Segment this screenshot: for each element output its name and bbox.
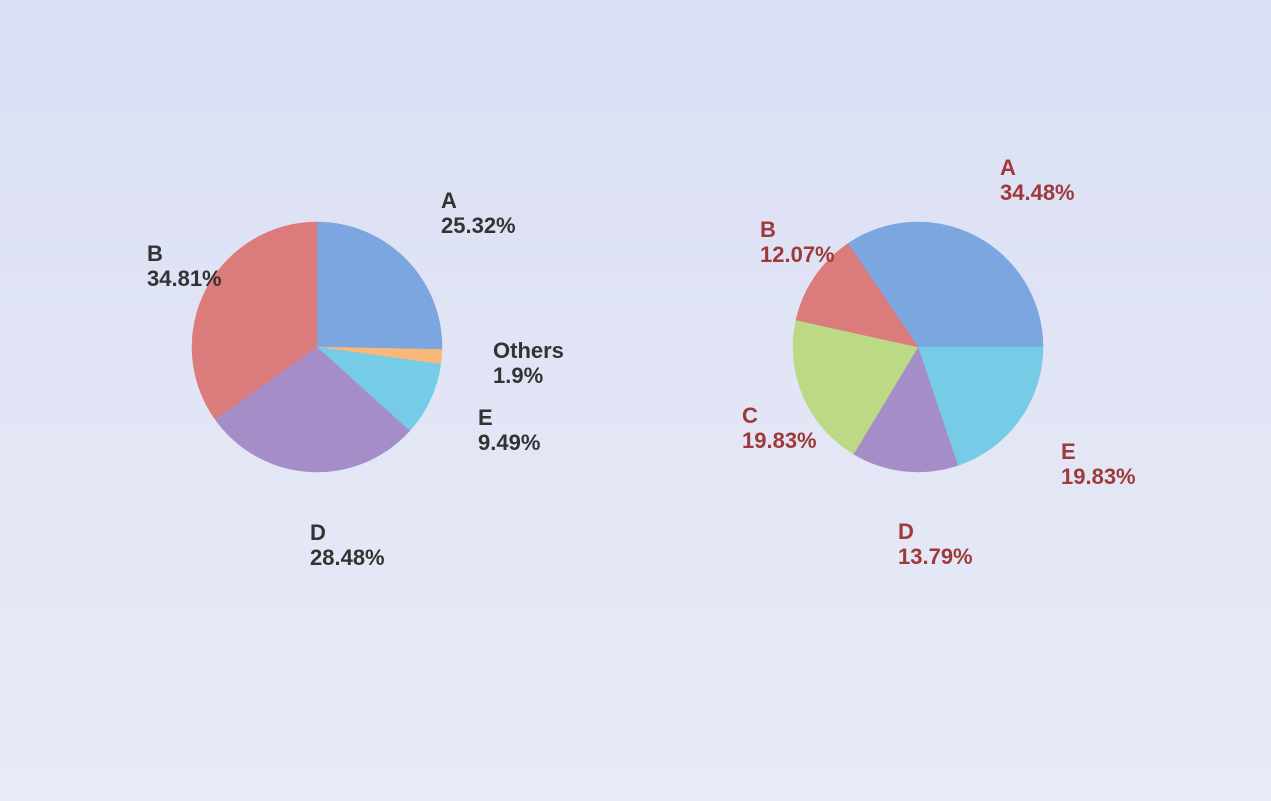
- slice-name: A: [1000, 155, 1016, 180]
- slice-name: B: [760, 217, 776, 242]
- pie-slice: [795, 243, 919, 348]
- slice-percent: 9.49%: [478, 430, 540, 455]
- pie-slice: [847, 221, 1044, 348]
- slice-percent: 1.9%: [493, 363, 543, 388]
- slice-percent: 12.07%: [760, 242, 835, 267]
- slice-name: D: [898, 519, 914, 544]
- slice-percent: 34.48%: [1000, 180, 1075, 205]
- slice-name: Others: [493, 338, 564, 363]
- pie-slice: [917, 346, 1044, 466]
- slice-percent: 28.48%: [310, 545, 385, 570]
- pie-slice: [191, 221, 318, 420]
- pie-slice: [853, 346, 959, 473]
- slice-name: B: [147, 241, 163, 266]
- slice-percent: 25.32%: [441, 213, 516, 238]
- slice-name: A: [441, 188, 457, 213]
- slice-percent: 19.83%: [1061, 464, 1136, 489]
- slice-name: E: [1061, 439, 1076, 464]
- pie-slice: [214, 346, 411, 473]
- slice-percent: 19.83%: [742, 428, 817, 453]
- pie-slice: [316, 221, 443, 350]
- pie-slice: [792, 319, 919, 455]
- slice-name: E: [478, 405, 493, 430]
- slice-percent: 13.79%: [898, 544, 973, 569]
- slice-percent: 34.81%: [147, 266, 222, 291]
- slice-name: C: [742, 403, 758, 428]
- slice-name: D: [310, 520, 326, 545]
